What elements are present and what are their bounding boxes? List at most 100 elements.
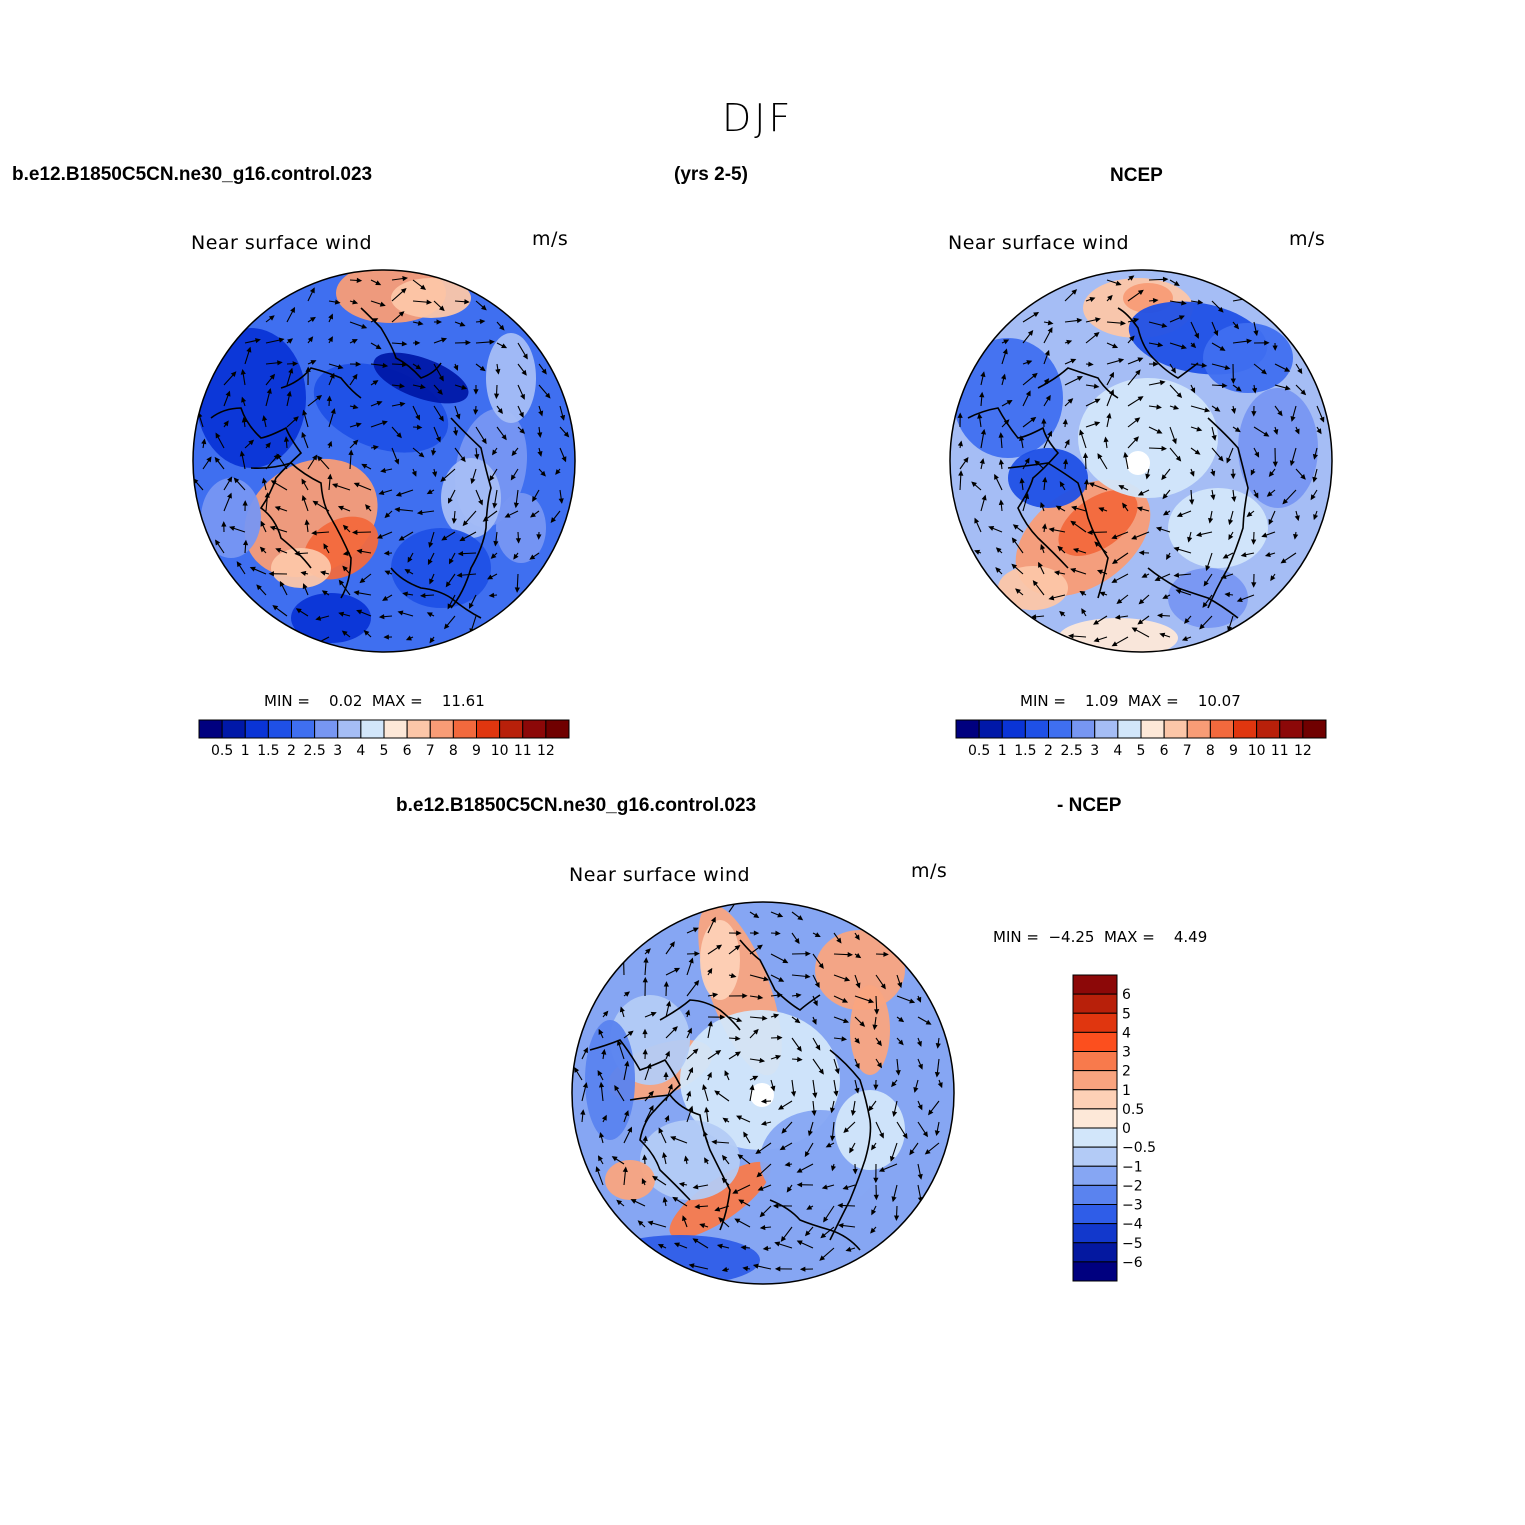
model-colorbar-tick-label: 8 <box>449 743 458 759</box>
diff-units-label: m/s <box>911 860 948 882</box>
model-min-max: MIN = 0.02 MAX = 11.61 <box>264 692 485 710</box>
model-variable-label: Near surface wind <box>191 232 373 254</box>
diff-colorbar-box <box>1072 1051 1118 1072</box>
model-colorbar-tick-label: 0.5 <box>211 743 233 759</box>
model-colorbar-box <box>383 719 408 739</box>
model-colorbar-tick-label: 5 <box>380 743 389 759</box>
obs-colorbar-box <box>1117 719 1142 739</box>
model-map-outline <box>192 269 576 653</box>
diff-colorbar-box <box>1072 1165 1118 1186</box>
obs-colorbar-box <box>1071 719 1096 739</box>
diff-colorbar-tick-label: −5 <box>1122 1236 1143 1252</box>
obs-colorbar-tick-label: 1.5 <box>1014 743 1036 759</box>
diff-colorbar-box <box>1072 1012 1118 1033</box>
obs-colorbar-box <box>1256 719 1281 739</box>
diff-colorbar-box <box>1072 974 1118 995</box>
obs-colorbar-box <box>1302 719 1327 739</box>
obs-polar-map <box>949 269 1333 653</box>
model-colorbar-box <box>337 719 362 739</box>
obs-colorbar-box <box>1163 719 1188 739</box>
obs-colorbar-tick-label: 4 <box>1113 743 1122 759</box>
diff-colorbar-tick-label: 6 <box>1122 987 1131 1003</box>
model-colorbar-tick-label: 2.5 <box>303 743 325 759</box>
model-colorbar-box <box>291 719 316 739</box>
diff-colorbar-tick-label: 0 <box>1122 1121 1131 1137</box>
model-colorbar-box <box>406 719 431 739</box>
model-colorbar: 0.5 1 1.5 2 2.5 3 4 5 6 7 8 9 10 11 12 <box>198 719 570 759</box>
obs-colorbar-box <box>1209 719 1234 739</box>
model-colorbar-tick-label: 2 <box>287 743 296 759</box>
diff-colorbar-tick-label: −6 <box>1122 1255 1143 1271</box>
obs-colorbar-box <box>1140 719 1165 739</box>
model-colorbar-box <box>267 719 292 739</box>
diff-colorbar-box <box>1072 1089 1118 1110</box>
obs-colorbar-box <box>1094 719 1119 739</box>
obs-colorbar-box <box>1001 719 1026 739</box>
model-polar-map <box>192 269 576 653</box>
diff-colorbar-tick-label: −2 <box>1122 1178 1143 1194</box>
obs-colorbar-tick-label: 2 <box>1044 743 1053 759</box>
diff-colorbar-box <box>1072 1184 1118 1205</box>
obs-colorbar-box <box>1048 719 1073 739</box>
obs-colorbar-tick-label: 11 <box>1271 743 1289 759</box>
obs-variable-label: Near surface wind <box>948 232 1130 254</box>
obs-name-label: NCEP <box>1110 165 1163 186</box>
diff-colorbar-tick-label: 5 <box>1122 1006 1131 1022</box>
diff-obs-name-label: - NCEP <box>1057 795 1122 816</box>
model-colorbar-box <box>244 719 269 739</box>
diff-colorbar-box <box>1072 1070 1118 1091</box>
diff-map-outline <box>571 901 955 1285</box>
model-colorbar-box <box>198 719 223 739</box>
diff-colorbar-tick-label: −0.5 <box>1122 1140 1156 1156</box>
diff-colorbar-box <box>1072 1261 1118 1282</box>
obs-colorbar-box <box>1279 719 1304 739</box>
obs-colorbar-tick-label: 1 <box>998 743 1007 759</box>
obs-colorbar-tick-label: 12 <box>1294 743 1312 759</box>
diff-colorbar-tick-label: −3 <box>1122 1198 1143 1214</box>
diff-colorbar-tick-label: 2 <box>1122 1064 1131 1080</box>
diff-variable-label: Near surface wind <box>569 864 751 886</box>
obs-colorbar-tick-label: 0.5 <box>968 743 990 759</box>
model-colorbar-tick-label: 1.5 <box>257 743 279 759</box>
obs-colorbar: 0.5 1 1.5 2 2.5 3 4 5 6 7 8 9 10 11 12 <box>955 719 1327 759</box>
obs-colorbar-box <box>955 719 980 739</box>
model-colorbar-tick-label: 12 <box>537 743 555 759</box>
obs-colorbar-tick-label: 3 <box>1090 743 1099 759</box>
obs-map-outline <box>949 269 1333 653</box>
diff-colorbar-box <box>1072 1127 1118 1148</box>
model-colorbar-tick-label: 10 <box>491 743 509 759</box>
obs-units-label: m/s <box>1289 228 1326 250</box>
model-colorbar-tick-label: 9 <box>472 743 481 759</box>
model-colorbar-box <box>221 719 246 739</box>
obs-colorbar-tick-label: 2.5 <box>1060 743 1082 759</box>
obs-colorbar-box <box>1186 719 1211 739</box>
model-colorbar-tick-label: 7 <box>426 743 435 759</box>
model-colorbar-box <box>360 719 385 739</box>
model-colorbar-tick-label: 11 <box>514 743 532 759</box>
diff-colorbar-tick-label: 4 <box>1122 1025 1131 1041</box>
model-colorbar-tick-label: 6 <box>403 743 412 759</box>
figure-title: DJF <box>722 96 794 140</box>
model-colorbar-tick-label: 4 <box>356 743 365 759</box>
obs-colorbar-tick-label: 9 <box>1229 743 1238 759</box>
diff-colorbar-box <box>1072 1146 1118 1167</box>
model-colorbar-box <box>476 719 501 739</box>
diff-colorbar-box <box>1072 1204 1118 1225</box>
years-label: (yrs 2-5) <box>674 164 748 185</box>
diff-polar-map <box>571 901 955 1285</box>
case-name-label: b.e12.B1850C5CN.ne30_g16.control.023 <box>12 164 373 185</box>
diff-min-max: MIN = −4.25 MAX = 4.49 <box>993 928 1208 946</box>
obs-colorbar-tick-label: 6 <box>1160 743 1169 759</box>
diff-colorbar-box <box>1072 1031 1118 1052</box>
obs-colorbar-tick-label: 8 <box>1206 743 1215 759</box>
diff-colorbar-tick-label: 3 <box>1122 1045 1131 1061</box>
obs-colorbar-box <box>1024 719 1049 739</box>
model-colorbar-tick-label: 3 <box>333 743 342 759</box>
obs-min-max: MIN = 1.09 MAX = 10.07 <box>1020 692 1241 710</box>
obs-colorbar-tick-label: 5 <box>1137 743 1146 759</box>
diff-case-name-label: b.e12.B1850C5CN.ne30_g16.control.023 <box>396 795 757 816</box>
obs-colorbar-tick-label: 10 <box>1248 743 1266 759</box>
diff-colorbar-box <box>1072 1242 1118 1263</box>
diff-colorbar-tick-label: 0.5 <box>1122 1102 1144 1118</box>
model-colorbar-box <box>545 719 570 739</box>
